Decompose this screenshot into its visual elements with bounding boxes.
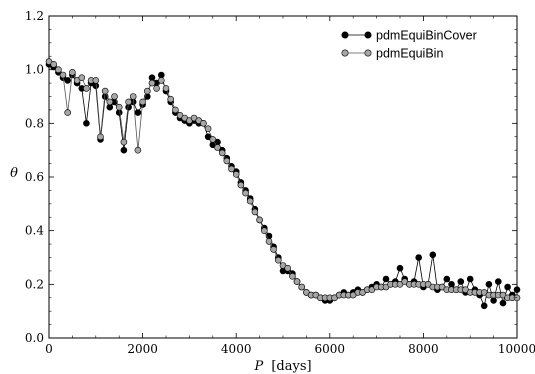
data-point — [59, 71, 67, 79]
data-point — [396, 264, 404, 272]
data-point — [228, 165, 235, 173]
data-point — [50, 61, 58, 68]
data-point — [251, 208, 259, 216]
data-point — [209, 136, 217, 143]
data-point — [101, 87, 109, 95]
data-point — [167, 95, 174, 103]
data-point — [448, 280, 455, 288]
data-point — [139, 98, 146, 106]
data-point — [78, 74, 86, 81]
data-point — [55, 66, 62, 73]
data-point — [429, 251, 437, 259]
data-point — [480, 302, 488, 310]
axis-layer: 0 2000 4000 6000 8000 10000 0.0 0.2 0.4 0.6 0.8 1.0… — [25, 9, 535, 356]
data-point — [158, 71, 165, 79]
data-point — [242, 189, 249, 197]
data-point — [115, 103, 123, 111]
series-pdmEquiBin — [45, 58, 521, 302]
plot-area: 0 2000 4000 6000 8000 10000 0.0 0.2 0.4 0.6 0.8 1.0… — [25, 9, 535, 356]
data-point — [265, 238, 273, 245]
legend-entry: pdmEquiBin — [341, 47, 443, 61]
data-point — [270, 246, 277, 253]
legend: pdmEquiBinCover pdmEquiBin — [341, 29, 477, 61]
data-point — [172, 106, 179, 114]
data-point — [466, 275, 474, 283]
data-point — [214, 144, 221, 151]
data-point — [415, 254, 423, 261]
data-point — [232, 171, 240, 178]
x-tick-label: 10000 — [498, 342, 535, 356]
x-axis-variable: P — [253, 359, 263, 374]
data-point — [92, 77, 100, 84]
data-point — [148, 74, 156, 81]
x-axis-title: P [days] — [253, 359, 311, 374]
data-point — [284, 264, 292, 272]
data-point — [64, 109, 71, 116]
legend-label: pdmEquiBin — [376, 47, 443, 61]
y-tick-label: 0.8 — [25, 116, 44, 130]
legend-marker — [341, 31, 349, 39]
data-point — [125, 98, 132, 106]
data-point — [499, 299, 507, 307]
data-point — [382, 275, 390, 283]
data-point — [260, 227, 268, 234]
y-tick-label: 1.2 — [25, 9, 44, 23]
y-tick-label: 0.4 — [25, 224, 44, 238]
data-point — [134, 109, 142, 116]
legend-marker — [364, 31, 372, 39]
data-point — [504, 283, 511, 291]
data-point — [134, 146, 142, 154]
x-tick-label: 2000 — [127, 342, 158, 356]
x-tick-label: 4000 — [221, 342, 252, 356]
data-point — [513, 286, 521, 294]
x-tick-label: 0 — [45, 342, 53, 356]
data-point — [153, 85, 160, 92]
data-point — [457, 278, 465, 285]
data-point — [97, 133, 104, 141]
legend-label: pdmEquiBinCover — [376, 29, 477, 43]
y-tick-label: 0.2 — [25, 277, 44, 291]
data-point — [494, 278, 502, 285]
y-tick-label: 1.0 — [25, 63, 44, 77]
series-layer — [45, 58, 521, 310]
x-axis-unit: [days] — [271, 359, 311, 374]
data-point — [204, 125, 212, 132]
data-point — [111, 93, 118, 100]
data-point — [443, 275, 451, 283]
data-point — [237, 181, 245, 189]
data-point — [246, 197, 254, 205]
y-axis-title: θ — [10, 166, 18, 181]
data-point — [223, 157, 231, 165]
data-point — [83, 85, 90, 92]
data-point — [274, 256, 282, 264]
data-point — [158, 77, 165, 84]
legend-marker — [364, 49, 372, 57]
data-point — [83, 120, 90, 127]
data-point — [148, 79, 156, 87]
data-point — [64, 77, 71, 84]
data-point — [69, 69, 76, 76]
data-point — [289, 272, 296, 280]
data-point — [120, 146, 128, 154]
x-tick-label: 8000 — [408, 342, 439, 356]
data-point — [298, 283, 306, 291]
data-point — [218, 149, 226, 157]
data-point — [200, 120, 207, 127]
y-tick-label: 0.6 — [25, 170, 44, 184]
data-point — [120, 138, 128, 146]
legend-entry: pdmEquiBinCover — [341, 29, 477, 43]
data-point — [129, 93, 137, 100]
y-tick-label: 0.0 — [25, 331, 44, 345]
data-point — [106, 98, 114, 106]
data-point — [162, 85, 170, 92]
data-point — [144, 87, 151, 95]
data-point — [485, 280, 493, 288]
data-point — [115, 109, 123, 116]
data-point — [293, 278, 301, 285]
legend-marker — [341, 49, 349, 57]
data-point — [256, 216, 263, 224]
x-tick-label: 6000 — [315, 342, 346, 356]
